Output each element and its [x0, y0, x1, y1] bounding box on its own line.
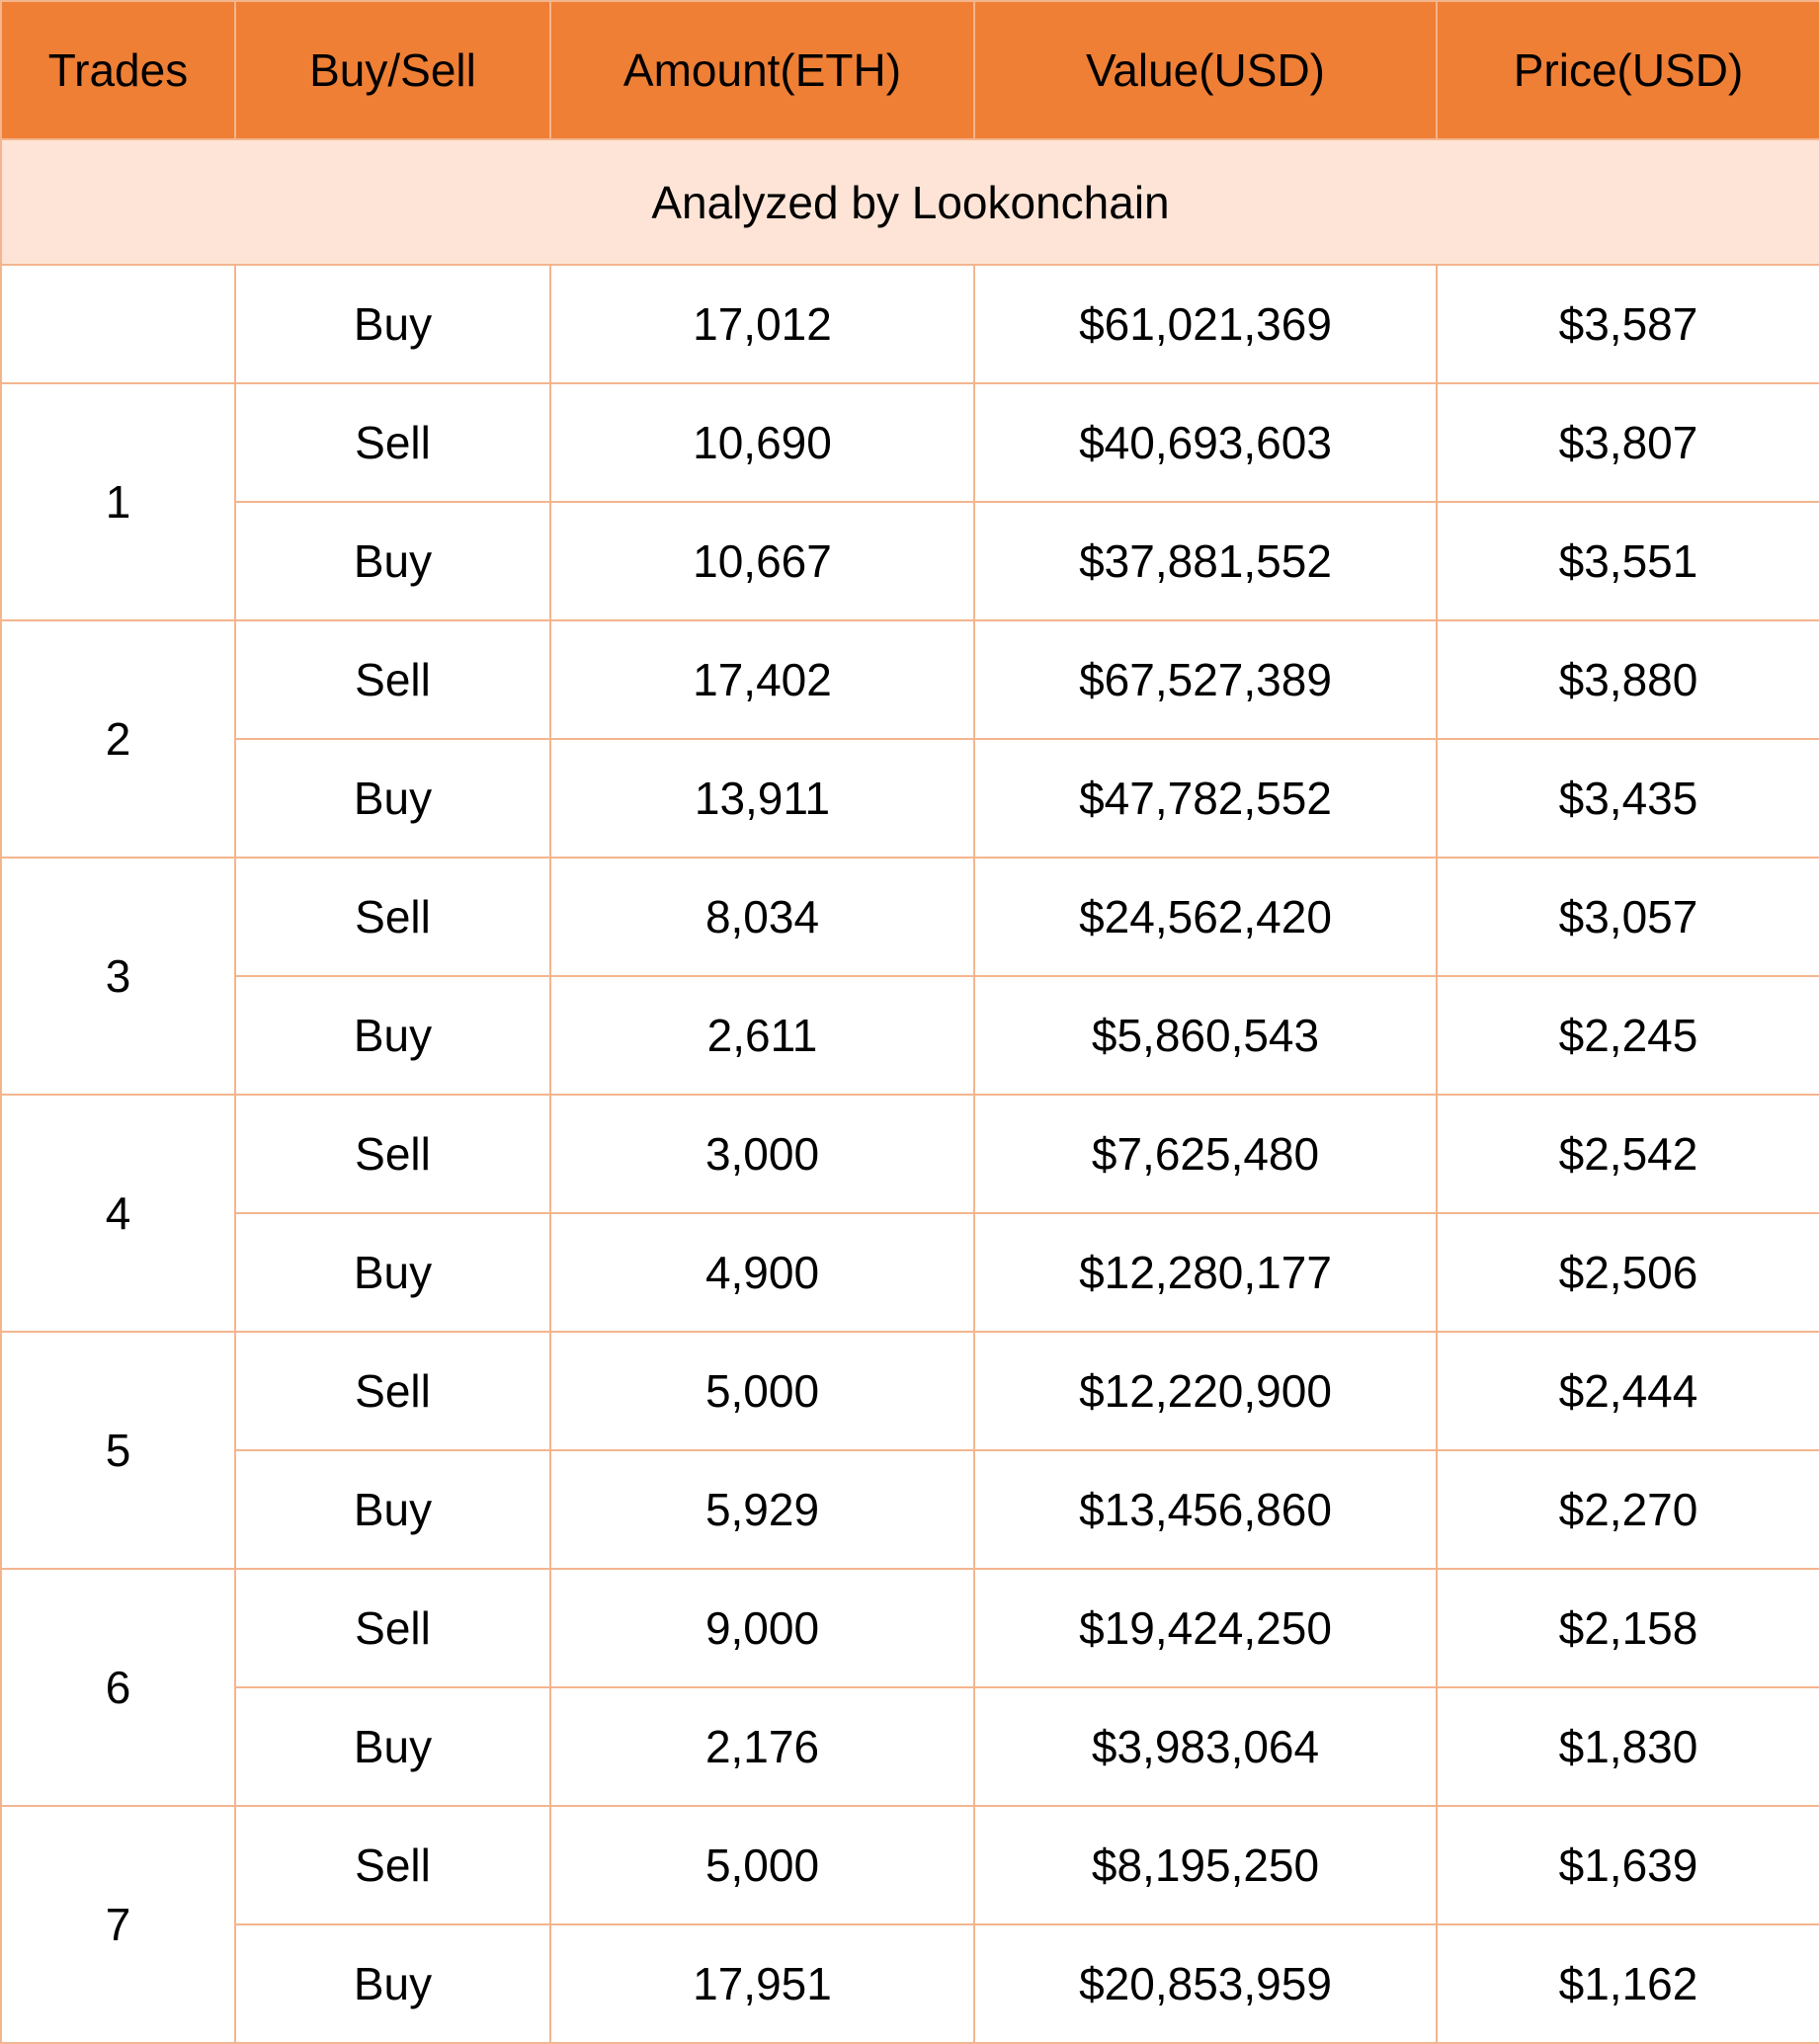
header-trades: Trades	[0, 0, 236, 140]
value-cell: $40,693,603	[973, 382, 1438, 503]
analyzed-by-caption: Analyzed by Lookonchain	[0, 138, 1819, 266]
side-cell: Sell	[234, 619, 551, 740]
amount-cell: 2,611	[549, 975, 975, 1096]
price-cell: $2,444	[1436, 1331, 1819, 1451]
trade-number-cell: 1	[0, 382, 236, 621]
side-cell: Buy	[234, 501, 551, 621]
table-row: Buy 17,951 $20,853,959 $1,162	[1, 1923, 1819, 2044]
value-cell: $5,860,543	[973, 975, 1438, 1096]
price-cell: $3,435	[1436, 738, 1819, 858]
price-cell: $1,639	[1436, 1805, 1819, 1925]
amount-cell: 3,000	[549, 1094, 975, 1214]
table-row: Buy 2,611 $5,860,543 $2,245	[1, 975, 1819, 1096]
value-cell: $12,280,177	[973, 1212, 1438, 1333]
price-cell: $1,830	[1436, 1686, 1819, 1807]
side-cell: Sell	[234, 1568, 551, 1688]
side-cell: Buy	[234, 264, 551, 384]
trade-number-cell: 2	[0, 619, 236, 858]
table-row: Buy 13,911 $47,782,552 $3,435	[1, 738, 1819, 858]
price-cell: $3,587	[1436, 264, 1819, 384]
amount-cell: 5,000	[549, 1331, 975, 1451]
caption-row: Analyzed by Lookonchain	[0, 138, 1819, 266]
value-cell: $19,424,250	[973, 1568, 1438, 1688]
amount-cell: 8,034	[549, 857, 975, 977]
price-cell: $2,158	[1436, 1568, 1819, 1688]
header-price-usd: Price(USD)	[1436, 0, 1819, 140]
header-amount-eth: Amount(ETH)	[549, 0, 975, 140]
trade-number-cell: 4	[0, 1094, 236, 1333]
table-row: 7 Sell 5,000 $8,195,250 $1,639	[0, 1805, 1819, 2044]
table-row: 5 Sell 5,000 $12,220,900 $2,444	[0, 1331, 1819, 1570]
amount-cell: 17,012	[549, 264, 975, 384]
side-cell: Sell	[234, 1094, 551, 1214]
table-row: 4 Sell 3,000 $7,625,480 $2,542	[0, 1094, 1819, 1333]
value-cell: $13,456,860	[973, 1449, 1438, 1570]
side-cell: Buy	[234, 1212, 551, 1333]
value-cell: $3,983,064	[973, 1686, 1438, 1807]
trade-number-cell: 3	[0, 857, 236, 1096]
amount-cell: 9,000	[549, 1568, 975, 1688]
value-cell: $47,782,552	[973, 738, 1438, 858]
value-cell: $20,853,959	[973, 1923, 1438, 2044]
amount-cell: 5,000	[549, 1805, 975, 1925]
side-cell: Sell	[234, 1805, 551, 1925]
price-cell: $1,162	[1436, 1923, 1819, 2044]
value-cell: $67,527,389	[973, 619, 1438, 740]
table-row: Buy 17,012 $61,021,369 $3,587	[0, 264, 1819, 384]
side-cell: Buy	[234, 738, 551, 858]
table-row: Buy 4,900 $12,280,177 $2,506	[1, 1212, 1819, 1333]
header-row: Trades Buy/Sell Amount(ETH) Value(USD) P…	[0, 0, 1819, 140]
amount-cell: 5,929	[549, 1449, 975, 1570]
amount-cell: 10,690	[549, 382, 975, 503]
side-cell: Sell	[234, 1331, 551, 1451]
value-cell: $61,021,369	[973, 264, 1438, 384]
table-row: 2 Sell 17,402 $67,527,389 $3,880	[0, 619, 1819, 858]
amount-cell: 17,951	[549, 1923, 975, 2044]
trade-number-cell: 5	[0, 1331, 236, 1570]
value-cell: $7,625,480	[973, 1094, 1438, 1214]
header-buy-sell: Buy/Sell	[234, 0, 551, 140]
table-row: 1 Sell 10,690 $40,693,603 $3,807	[0, 382, 1819, 621]
side-cell: Buy	[234, 1923, 551, 2044]
table-row: 3 Sell 8,034 $24,562,420 $3,057	[0, 857, 1819, 1096]
price-cell: $2,506	[1436, 1212, 1819, 1333]
trade-number-cell	[0, 264, 236, 384]
side-cell: Sell	[234, 857, 551, 977]
side-cell: Buy	[234, 1686, 551, 1807]
table-row: 6 Sell 9,000 $19,424,250 $2,158	[0, 1568, 1819, 1807]
value-cell: $24,562,420	[973, 857, 1438, 977]
amount-cell: 17,402	[549, 619, 975, 740]
value-cell: $8,195,250	[973, 1805, 1438, 1925]
value-cell: $12,220,900	[973, 1331, 1438, 1451]
table-row: Buy 2,176 $3,983,064 $1,830	[1, 1686, 1819, 1807]
table-row: Buy 10,667 $37,881,552 $3,551	[1, 501, 1819, 621]
price-cell: $3,057	[1436, 857, 1819, 977]
table-body: Analyzed by Lookonchain Buy 17,012 $61,0…	[0, 138, 1819, 2044]
table-row: Buy 5,929 $13,456,860 $2,270	[1, 1449, 1819, 1570]
trade-number-cell: 7	[0, 1805, 236, 2044]
price-cell: $3,551	[1436, 501, 1819, 621]
value-cell: $37,881,552	[973, 501, 1438, 621]
amount-cell: 10,667	[549, 501, 975, 621]
price-cell: $2,245	[1436, 975, 1819, 1096]
side-cell: Sell	[234, 382, 551, 503]
side-cell: Buy	[234, 1449, 551, 1570]
amount-cell: 4,900	[549, 1212, 975, 1333]
price-cell: $2,270	[1436, 1449, 1819, 1570]
side-cell: Buy	[234, 975, 551, 1096]
amount-cell: 2,176	[549, 1686, 975, 1807]
amount-cell: 13,911	[549, 738, 975, 858]
price-cell: $3,880	[1436, 619, 1819, 740]
price-cell: $2,542	[1436, 1094, 1819, 1214]
header-value-usd: Value(USD)	[973, 0, 1438, 140]
price-cell: $3,807	[1436, 382, 1819, 503]
trade-number-cell: 6	[0, 1568, 236, 1807]
